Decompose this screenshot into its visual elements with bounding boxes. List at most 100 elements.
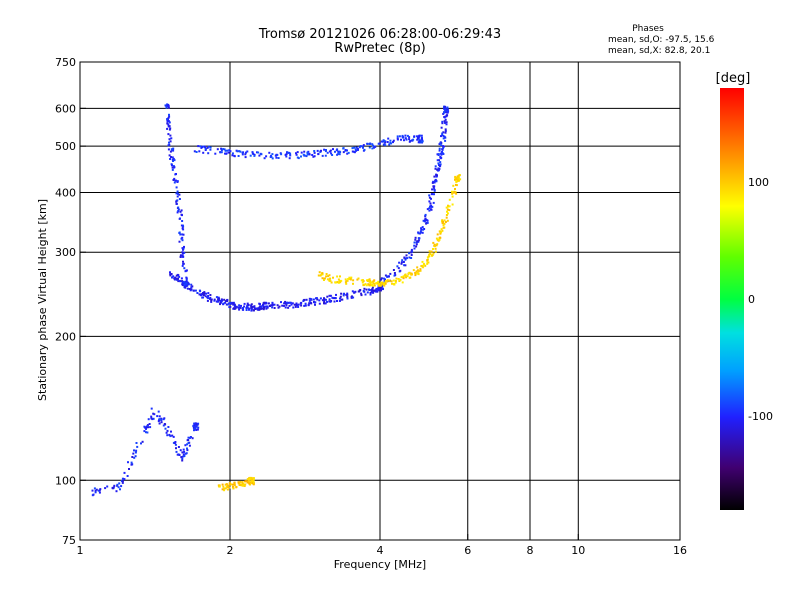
data-point [364,283,367,286]
data-point [271,153,274,156]
data-point [421,265,424,268]
data-point [383,277,385,280]
data-point [398,135,401,138]
data-point [421,139,424,142]
data-point [345,280,348,283]
data-point [454,188,456,190]
data-point [166,103,169,106]
data-point [318,302,321,305]
data-point [329,300,332,303]
data-point [420,228,423,231]
data-point [321,299,324,302]
data-point [166,104,169,107]
data-point [442,147,445,150]
data-point [145,427,147,430]
data-point [378,284,380,287]
data-point [323,298,326,301]
data-point [439,163,442,166]
data-point [193,422,196,425]
data-point [439,161,442,164]
data-point [130,463,133,466]
data-point [376,290,379,293]
data-point [181,236,184,239]
data-point [204,295,207,298]
data-point [428,207,431,210]
data-point [433,243,436,246]
data-point [435,175,438,178]
data-point [199,145,202,148]
data-point [307,303,310,306]
x-axis-label: Frequency [MHz] [334,558,426,571]
data-point [308,302,311,305]
data-point [446,210,448,213]
data-point [239,483,242,486]
data-point [351,150,354,153]
data-point [356,278,359,281]
data-point [141,440,144,443]
data-point [204,147,207,150]
data-point [426,221,429,224]
data-point [417,237,420,240]
data-point [415,243,418,246]
data-point [176,190,179,193]
data-point [171,158,174,161]
data-point [171,164,173,167]
data-point [219,303,221,306]
data-point [410,251,413,254]
data-point [165,431,168,434]
trace-group [91,407,200,497]
trace-group [380,105,450,287]
data-point [168,154,171,157]
data-point [271,302,274,304]
data-point [404,264,407,267]
data-point [319,297,322,300]
data-point [241,484,244,487]
data-point [371,284,374,287]
data-point [323,277,326,280]
data-point [123,471,126,474]
data-point [330,281,333,284]
data-point [439,236,442,239]
data-point [351,290,354,293]
data-point [441,222,444,225]
data-point [373,146,375,149]
data-point [168,128,171,131]
data-point [185,277,188,280]
data-point [453,191,456,194]
data-point [418,232,421,235]
data-point [173,442,176,445]
data-point [425,222,428,225]
data-point [345,282,348,285]
data-point [167,106,170,109]
data-point [352,279,355,282]
data-point [332,276,334,279]
data-point [228,482,231,485]
data-point [151,418,154,421]
data-point [295,152,297,155]
data-point [440,126,443,129]
data-point [175,192,178,195]
data-point [327,275,330,278]
data-point [264,305,267,308]
data-point [175,173,177,175]
data-point [284,306,287,309]
data-point [313,150,316,152]
data-point [169,158,172,160]
data-point [446,111,449,114]
data-point [91,494,94,497]
data-point [340,292,343,295]
data-point [338,153,341,156]
colorbar [720,88,744,510]
data-point [252,478,255,481]
data-point [406,134,409,137]
data-point [392,279,395,282]
data-point [328,274,331,277]
data-point [275,156,278,159]
data-point [193,427,196,430]
data-point [354,148,357,151]
data-point [392,139,395,142]
data-point [297,303,300,306]
data-point [401,281,404,284]
data-point [168,125,171,128]
data-point [284,302,287,305]
